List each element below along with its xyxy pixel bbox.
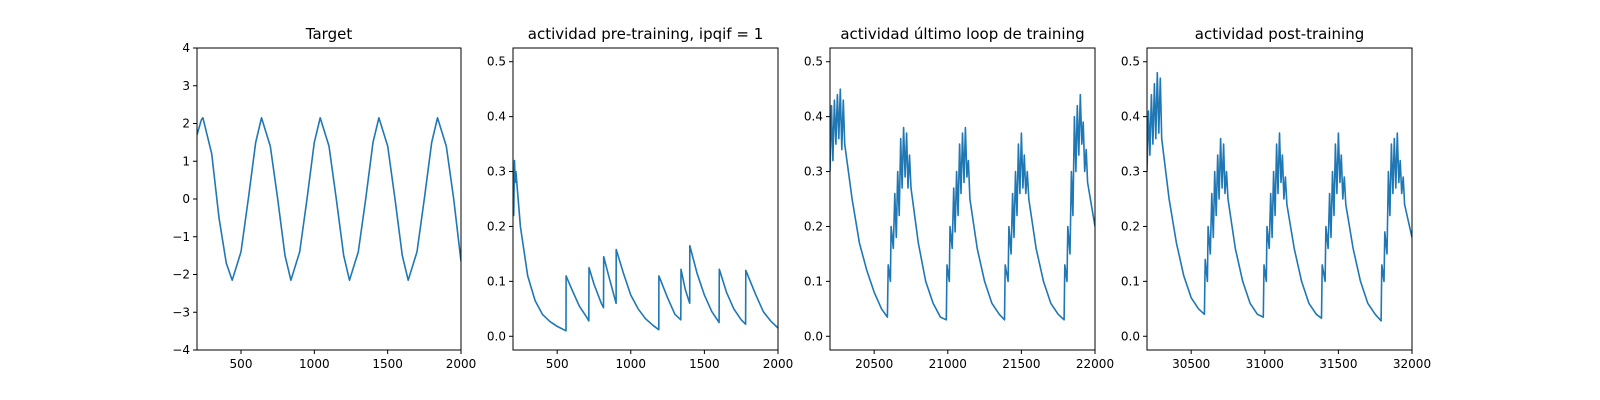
y-tick-label: 0.0	[1121, 329, 1140, 343]
x-tick-label: 31000	[1246, 357, 1284, 371]
x-tick-label: 1500	[372, 357, 403, 371]
chart-title: Target	[305, 25, 353, 43]
y-tick-label: 0.3	[804, 165, 823, 179]
chart-panel-4: 30500 31000 31500 32000 0.0 0.1 0.2 0.3 0.4 0.5 ac…	[1121, 25, 1431, 371]
x-tick-label: 30500	[1172, 357, 1210, 371]
y-tick-label: 2	[182, 117, 190, 131]
y-tick-label: −1	[172, 230, 190, 244]
chart-panel-3: 20500 21000 21500 22000 0.0 0.1 0.2 0.3 0.4 0.5 ac…	[804, 25, 1114, 371]
y-tick-label: −4	[172, 343, 190, 357]
chart-title: actividad último loop de training	[840, 25, 1084, 43]
axes-frame	[196, 47, 462, 351]
y-tick-label: 0.1	[804, 274, 823, 288]
y-tick-label: 0.2	[487, 219, 506, 233]
x-tick-label: 31500	[1319, 357, 1357, 371]
x-tick-label: 2000	[763, 357, 794, 371]
x-tick-label: 21000	[929, 357, 967, 371]
y-tick-label: 0.4	[804, 110, 823, 124]
axes-frame	[1146, 47, 1413, 351]
y-tick-label: 0.4	[1121, 110, 1140, 124]
y-tick-label: 0.2	[804, 219, 823, 233]
x-tick-label: 32000	[1393, 357, 1431, 371]
y-tick-label: 0.0	[487, 329, 506, 343]
axes-frame	[829, 47, 1096, 351]
x-tick-label: 20500	[855, 357, 893, 371]
x-tick-label: 1500	[689, 357, 720, 371]
y-tick-label: 0.3	[1121, 165, 1140, 179]
y-tick-label: 0.5	[804, 55, 823, 69]
chart-title: actividad post-training	[1195, 25, 1364, 43]
x-tick-label: 2000	[446, 357, 477, 371]
chart-title: actividad pre-training, ipqif = 1	[528, 25, 764, 43]
y-tick-label: 1	[182, 154, 190, 168]
x-tick-label: 500	[546, 357, 569, 371]
y-tick-label: 0.3	[487, 165, 506, 179]
series-line	[513, 159, 778, 332]
x-tick-label: 21500	[1002, 357, 1040, 371]
y-tick-label: 4	[182, 41, 190, 55]
axes-frame	[512, 47, 779, 351]
y-tick-label: 0.1	[1121, 274, 1140, 288]
chart-panel-1: 500 1000 1500 2000 −4 −3 −2 −1 0 1 2 3 4 Target	[172, 25, 476, 371]
y-tick-label: −2	[172, 268, 190, 282]
y-tick-label: 0.2	[1121, 219, 1140, 233]
y-tick-label: 0.1	[487, 274, 506, 288]
y-tick-label: 0.4	[487, 110, 506, 124]
x-tick-label: 1000	[616, 357, 647, 371]
y-tick-label: 0.5	[1121, 55, 1140, 69]
chart-panel-2: 500 1000 1500 2000 0.0 0.1 0.2 0.3 0.4 0.5 activid…	[487, 25, 793, 371]
x-tick-label: 500	[230, 357, 253, 371]
y-tick-label: 0.5	[487, 55, 506, 69]
series-line	[197, 117, 461, 281]
y-tick-label: 0.0	[804, 329, 823, 343]
series-line	[830, 88, 1095, 321]
y-tick-label: 3	[182, 79, 190, 93]
y-tick-label: −3	[172, 305, 190, 319]
x-tick-label: 22000	[1076, 357, 1114, 371]
x-tick-label: 1000	[299, 357, 330, 371]
series-line	[1147, 71, 1412, 322]
y-tick-label: 0	[182, 192, 190, 206]
